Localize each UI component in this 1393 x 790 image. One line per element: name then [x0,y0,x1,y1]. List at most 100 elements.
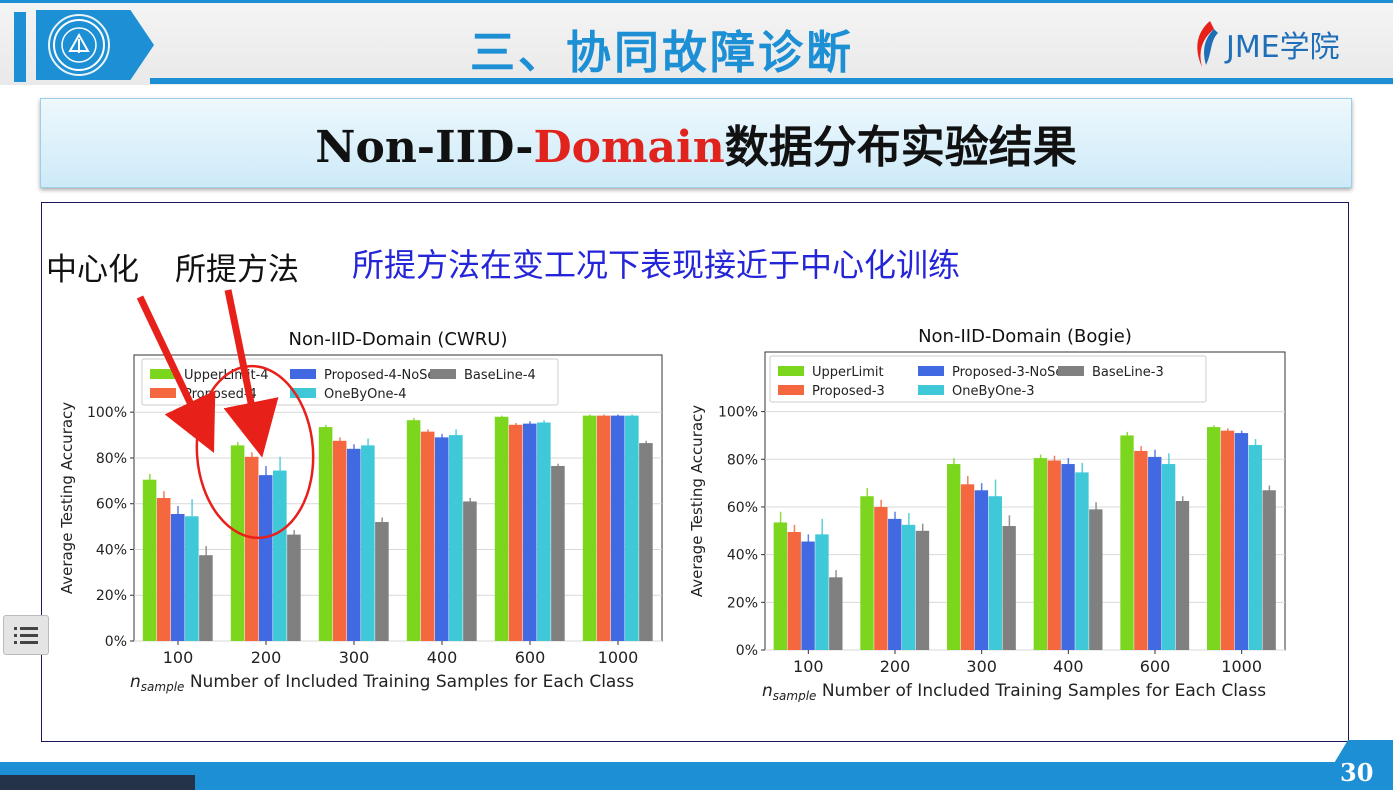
chart-title: Non-IID-Domain (Bogie) [918,326,1132,347]
bar [1207,427,1221,650]
x-tick-label: 200 [251,648,282,667]
bar [287,534,301,641]
bar [522,423,537,641]
legend-label: BaseLine-4 [464,368,536,383]
bar [537,422,551,641]
menu-list-button[interactable] [3,615,49,655]
y-axis-label: Average Testing Accuracy [688,405,706,597]
chart-cwru: 0% 20% 40% 60% 80% 100% 100 200 300 400 600 1000 Upp… [58,329,663,694]
bar [375,522,389,641]
x-tick-label: 600 [515,648,546,667]
bar [582,415,597,641]
bar [258,475,273,641]
bar [915,530,930,650]
bar [199,555,213,641]
y-axis-label: Average Testing Accuracy [58,402,76,594]
legend-label: BaseLine-3 [1092,365,1164,380]
bar [1061,464,1075,650]
bar [230,445,245,641]
bar [1047,460,1061,650]
footer-bar [0,762,1393,790]
x-axis-label-text: Number of Included Training Samples for … [184,672,634,692]
x-tick-label: 100 [793,657,824,676]
slide-title-highlight: Domain [533,122,725,173]
legend-label: Proposed-3-NoSelf [952,365,1072,380]
bar [449,435,463,641]
bar [1148,456,1162,650]
bar [463,501,477,641]
slide-title-prefix: Non-IID- [315,122,534,173]
header-stripe [14,12,26,82]
bar [947,464,961,650]
legend-swatch [778,385,804,395]
label-proposed: 所提方法 [175,252,299,288]
bar [815,534,829,650]
y-tick-label: 20% [727,595,758,611]
x-tick-label: 100 [163,648,194,667]
x-axis-label-n: n [130,672,141,692]
y-tick-label: 0% [736,643,758,659]
bar [156,498,171,641]
bar [974,490,989,650]
bar [406,420,421,641]
bar [170,514,185,641]
legend-swatch [430,369,456,379]
y-tick-label: 40% [96,542,127,558]
bar [625,415,639,641]
y-tick-label: 80% [96,451,127,467]
bar [1075,472,1089,650]
bar [988,496,1002,650]
bar [1175,501,1190,650]
legend-label: Proposed-3 [812,384,885,399]
x-tick-label: 200 [880,657,911,676]
bar [787,531,801,650]
bar [332,440,347,641]
x-tick-label: 600 [1140,657,1171,676]
legend-swatch [918,366,944,376]
x-tick-label: 300 [966,657,997,676]
bar [829,577,843,650]
y-tick-label: 80% [727,452,758,468]
bar [1248,444,1262,650]
top-accent-line [0,0,1393,3]
bar [1262,490,1276,650]
bar [508,424,523,641]
bar [801,541,815,650]
bar [273,470,287,641]
legend-swatch [150,388,176,398]
legend-label: OneByOne-3 [952,384,1035,399]
y-tick-label: 60% [96,497,127,513]
chart-bogie: 0% 20% 40% 60% 80% 100% 100 200 300 400 600 1000 Upp… [688,326,1286,702]
y-tick-label: 100% [718,405,758,421]
x-tick-label: 1000 [598,648,639,667]
y-tick-label: 60% [727,500,758,516]
x-axis-label: nsample Number of Included Training Samp… [762,681,1266,702]
chart-title: Non-IID-Domain (CWRU) [288,329,507,350]
x-axis-label-sub: sample [773,689,817,702]
bar [596,415,611,641]
x-axis-label-n: n [762,681,773,701]
bar [1033,458,1048,650]
bar [960,484,975,650]
bar [1120,435,1134,650]
bar [1234,433,1249,650]
legend-swatch [290,369,316,379]
legend-label: UpperLimit [812,365,884,380]
slide-title: Non-IID-Domain数据分布实验结果 [315,111,1077,175]
brand-name: JME学院 [1226,30,1340,65]
legend-swatch [290,388,316,398]
bar [551,465,565,641]
bar [434,437,449,641]
legend-label: Proposed-4-NoSelf [324,368,444,383]
slide-title-suffix: 数据分布实验结果 [724,122,1077,173]
bar [888,518,902,650]
brand-flame-icon [1197,21,1218,67]
bar [901,524,916,650]
bar [773,522,788,650]
section-title: 三、协同故障诊断 [470,26,855,79]
bar [860,496,874,650]
list-icon [14,627,38,644]
legend-swatch [778,366,804,376]
header-underline [150,78,1393,84]
x-tick-label: 400 [427,648,458,667]
